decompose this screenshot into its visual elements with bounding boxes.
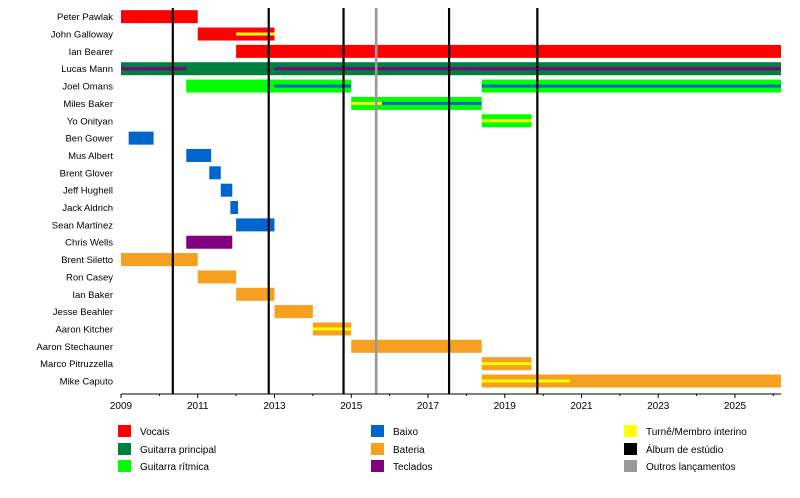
member-label-joel-omans: Joel Omans	[62, 82, 113, 93]
member-label-peter-pawlak: Peter Pawlak	[57, 12, 113, 23]
x-tick-label-2023: 2023	[647, 401, 670, 412]
bar-marco-pitruzzella-turne-1	[481, 362, 532, 366]
x-tick-label-2011: 2011	[187, 401, 209, 412]
member-labels: Peter Pawlak John Galloway Ian Bearer Lucas…	[36, 12, 113, 387]
release-lines	[171, 8, 539, 394]
legend-swatch-vocais	[118, 425, 131, 437]
legend-label-outros: Outros lançamentos	[646, 462, 736, 473]
legend-swatch-teclados	[371, 460, 384, 472]
bar-jeff-hughell-baixo-0	[220, 183, 233, 197]
bar-miles-baker-baixo-1	[351, 101, 482, 105]
member-label-john-galloway: John Galloway	[51, 30, 114, 41]
member-label-ian-bearer: Ian Bearer	[69, 47, 113, 58]
x-tick-label-2025: 2025	[724, 401, 747, 412]
member-label-marco-pitruzzella: Marco Pitruzzella	[40, 359, 114, 370]
member-label-jack-aldrich: Jack Aldrich	[62, 203, 113, 214]
x-tick-label-2015: 2015	[340, 401, 363, 412]
bar-lucas-mann-teclados-2	[274, 67, 781, 71]
bar-ian-bearer-vocais-0	[236, 44, 781, 58]
bar-ron-casey-bateria-0	[197, 270, 237, 284]
legend-swatch-turne	[624, 425, 637, 437]
member-label-ron-casey: Ron Casey	[66, 272, 113, 283]
bar-joel-omans-baixo-3	[481, 84, 781, 88]
member-label-mus-albert: Mus Albert	[68, 151, 113, 162]
bar-john-galloway-turne-1	[236, 32, 275, 36]
legend-label-album: Álbum de estúdio	[646, 443, 724, 456]
legend-swatch-guitarra-ritmica	[118, 460, 131, 472]
member-label-aaron-stechauner: Aaron Stechauner	[36, 342, 113, 353]
bar-joel-omans-baixo-1	[274, 84, 352, 88]
x-tick-label-2021: 2021	[570, 401, 593, 412]
legend-swatch-bateria	[371, 443, 384, 455]
legend-swatch-guitarra-principal	[118, 443, 131, 455]
legend-label-guitarra-ritmica: Guitarra rítmica	[140, 462, 209, 473]
legend-label-turne: Turnê/Membro interino	[646, 427, 747, 438]
bar-aaron-kitcher-turne-1	[312, 327, 352, 331]
bar-yo-onityan-turne-1	[481, 119, 532, 123]
legend-label-teclados: Teclados	[393, 462, 432, 473]
x-tick-label-2013: 2013	[263, 401, 286, 412]
bar-brent-glover-baixo-0	[209, 166, 221, 180]
member-label-ben-gower: Ben Gower	[65, 134, 113, 145]
x-tick-label-2009: 2009	[110, 401, 133, 412]
bar-ian-baker-bateria-0	[236, 287, 275, 301]
member-label-brent-siletto: Brent Siletto	[61, 255, 113, 266]
bar-jack-aldrich-baixo-0	[230, 201, 239, 215]
bar-peter-pawlak-vocais-0	[121, 10, 198, 24]
bar-miles-baker-turne-2	[351, 101, 382, 105]
bar-mike-caputo-bateria-0	[481, 374, 781, 388]
legend: Vocais Guitarra principal Guitarra rítmica…	[118, 425, 747, 473]
member-label-lucas-mann: Lucas Mann	[61, 64, 113, 75]
bar-chris-wells-teclados-0	[186, 235, 233, 249]
legend-swatch-outros	[624, 460, 637, 472]
bar-mike-caputo-turne-1	[481, 379, 570, 383]
bar-aaron-stechauner-bateria-0	[351, 339, 482, 353]
legend-label-guitarra-principal: Guitarra principal	[140, 445, 216, 456]
legend-swatch-album	[624, 443, 637, 455]
legend-label-vocais: Vocais	[140, 427, 169, 438]
member-bars	[121, 10, 781, 388]
member-label-chris-wells: Chris Wells	[65, 238, 113, 249]
x-tick-label-2017: 2017	[417, 401, 440, 412]
bar-lucas-mann-teclados-1	[121, 67, 187, 71]
x-tick-label-2019: 2019	[494, 401, 517, 412]
member-label-jesse-beahler: Jesse Beahler	[53, 307, 113, 318]
member-label-miles-baker: Miles Baker	[63, 99, 113, 110]
legend-label-bateria: Bateria	[393, 445, 425, 456]
member-label-aaron-kitcher: Aaron Kitcher	[55, 324, 113, 335]
legend-swatch-baixo	[371, 425, 384, 437]
bar-brent-siletto-bateria-0	[121, 253, 198, 267]
member-label-jeff-hughell: Jeff Hughell	[63, 186, 113, 197]
member-label-ian-baker: Ian Baker	[72, 290, 113, 301]
member-label-mike-caputo: Mike Caputo	[60, 377, 113, 388]
x-axis: 2009 2011 2013 2015 2017 2019 2021 2023 2025	[110, 393, 781, 412]
member-label-brent-glover: Brent Glover	[60, 168, 113, 179]
member-label-sean-martinez: Sean Martinez	[52, 220, 114, 231]
member-label-yo-onityan: Yo Onityan	[67, 116, 113, 127]
bar-jesse-beahler-bateria-0	[274, 305, 313, 319]
bar-mus-albert-baixo-0	[186, 148, 212, 162]
bar-sean-martinez-baixo-0	[236, 218, 275, 232]
legend-label-baixo: Baixo	[393, 427, 418, 438]
bar-ben-gower-baixo-0	[128, 131, 154, 145]
